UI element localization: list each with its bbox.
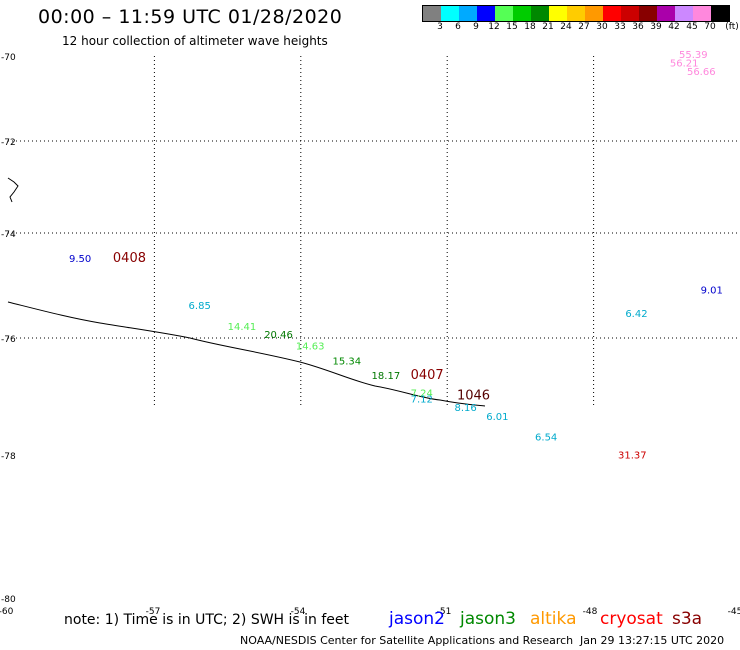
island-coastline	[7, 177, 19, 203]
pass-time-label: 0408	[113, 251, 146, 266]
wave-height-label: 6.01	[486, 412, 508, 423]
colorbar-swatch	[675, 6, 693, 21]
wave-height-label: 31.37	[618, 451, 647, 462]
latitude-label: -72	[1, 138, 16, 148]
graticule	[8, 56, 740, 405]
colorbar-swatch	[549, 6, 567, 21]
colorbar-tick: 9	[473, 22, 479, 32]
footnote: note: 1) Time is in UTC; 2) SWH is in fe…	[64, 612, 350, 628]
colorbar-swatch	[657, 6, 675, 21]
wave-height-label: 18.17	[372, 371, 401, 382]
wave-height-colorbar	[422, 5, 730, 22]
wave-height-label: 6.85	[189, 301, 211, 312]
latitude-label: -78	[1, 452, 16, 462]
pass-time-label: 1046	[457, 388, 490, 403]
satellite-legend-altika: altika	[530, 609, 577, 629]
colorbar-swatch	[513, 6, 531, 21]
wave-height-label: 56.21	[670, 59, 699, 70]
wave-height-label: 8.16	[455, 403, 477, 414]
satellite-legend-jason2: jason2	[389, 609, 445, 629]
colorbar-swatch	[711, 6, 729, 21]
colorbar-tick: 18	[524, 22, 536, 32]
colorbar-tick: 6	[455, 22, 461, 32]
longitude-label: -54	[290, 607, 306, 617]
wave-height-label: 56.66	[687, 67, 716, 78]
credit-line: NOAA/NESDIS Center for Satellite Applica…	[240, 634, 574, 647]
colorbar-tick: 33	[614, 22, 626, 32]
colorbar-tick: 45	[686, 22, 698, 32]
colorbar-swatch	[603, 6, 621, 21]
colorbar-tick: 24	[560, 22, 572, 32]
wave-height-label: 6.42	[625, 309, 647, 320]
latitude-labels: -70 -72 -74 -76 -78 -80	[1, 53, 16, 605]
colorbar-swatch	[423, 6, 441, 21]
colorbar-tick: 21	[542, 22, 554, 32]
colorbar-swatch	[693, 6, 711, 21]
colorbar-tick: 30	[596, 22, 608, 32]
wave-height-label: 9.01	[701, 285, 723, 296]
wave-height-label: 14.41	[228, 322, 257, 333]
colorbar-swatch	[495, 6, 513, 21]
colorbar-tick: 3	[437, 22, 443, 32]
colorbar-swatch	[477, 6, 495, 21]
wave-height-label: 55.39	[679, 50, 708, 61]
colorbar-tick: 12	[488, 22, 500, 32]
colorbar-tick: 39	[650, 22, 662, 32]
colorbar-unit: (ft)	[725, 22, 739, 32]
wave-height-label: 7.24	[411, 389, 433, 400]
colorbar-swatch	[585, 6, 603, 21]
latitude-label: -80	[1, 595, 16, 605]
colorbar-swatch	[459, 6, 477, 21]
colorbar-swatch	[567, 6, 585, 21]
generation-timestamp: Jan 29 13:27:15 UTC 2020	[580, 634, 725, 647]
longitude-label: -51	[436, 607, 452, 617]
wave-height-label: 14.63	[296, 342, 325, 353]
colorbar-tick: 42	[668, 22, 680, 32]
colorbar-tick: 70	[704, 22, 716, 32]
colorbar-tick: 36	[632, 22, 644, 32]
colorbar-tick: 27	[578, 22, 590, 32]
longitude-label: -60	[0, 607, 14, 617]
wave-height-label: 6.54	[535, 432, 557, 443]
map-subtitle: 12 hour collection of altimeter wave hei…	[62, 34, 328, 48]
longitude-label: -57	[145, 607, 161, 617]
longitude-label: -48	[582, 607, 598, 617]
wave-height-label: 9.50	[69, 254, 91, 265]
map-title: 00:00 – 11:59 UTC 01/28/2020	[38, 6, 343, 28]
colorbar-swatch	[639, 6, 657, 21]
wave-height-label: 20.46	[264, 330, 293, 341]
satellite-legend-jason3: jason3	[460, 609, 516, 629]
colorbar-swatch	[441, 6, 459, 21]
colorbar-tick: 15	[506, 22, 518, 32]
latitude-label: -76	[1, 335, 16, 345]
antarctic-coastline	[7, 301, 486, 407]
satellite-legend-cryosat: cryosat	[600, 609, 663, 629]
latitude-label: -70	[1, 53, 16, 63]
wave-height-label: 15.34	[333, 356, 362, 367]
longitude-label: -45	[727, 607, 740, 617]
latitude-label: -74	[1, 230, 16, 240]
colorbar-swatch	[621, 6, 639, 21]
pass-time-label: 0407	[411, 368, 444, 383]
satellite-legend-s3a: s3a	[672, 609, 703, 629]
wave-height-label: 7.12	[411, 394, 433, 405]
colorbar-swatch	[531, 6, 549, 21]
